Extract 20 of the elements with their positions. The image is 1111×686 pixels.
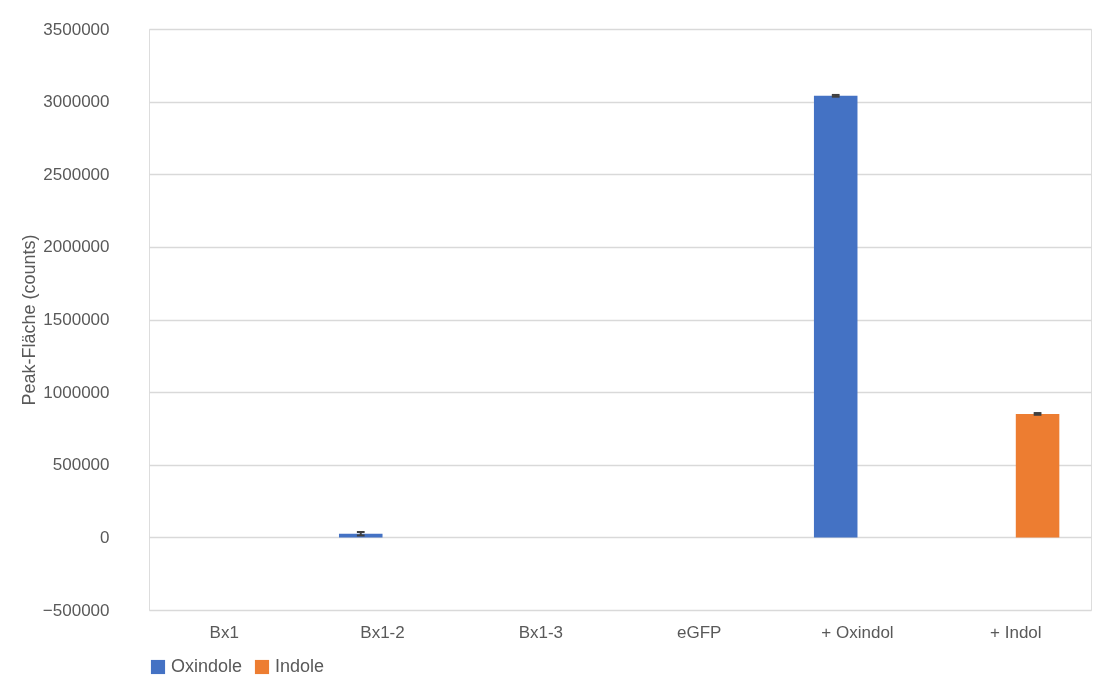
bar (813, 95, 858, 538)
y-tick-label: −500000 (42, 600, 110, 620)
x-tick-label: Bx1 (209, 622, 239, 642)
bar (1015, 413, 1060, 538)
y-axis-title: Peak-Fläche (counts) (18, 234, 39, 406)
y-tick-label: 1000000 (43, 382, 110, 402)
y-tick-label: 2000000 (43, 237, 110, 257)
y-tick-label: 2500000 (43, 164, 110, 184)
y-tick-label: 0 (100, 527, 110, 547)
x-tick-label: Bx1-3 (518, 622, 564, 642)
x-tick-label: + Indol (990, 622, 1042, 642)
y-tick-label: 3500000 (43, 19, 110, 39)
y-tick-label: 1500000 (43, 310, 110, 329)
legend-label: Indole (275, 656, 325, 676)
legend-label: Oxindole (171, 656, 243, 676)
x-tick-label: eGFP (676, 622, 722, 642)
y-tick-label: 500000 (52, 455, 110, 475)
x-tick-label: + Oxindol (821, 622, 894, 642)
x-tick-label: Bx1-2 (360, 622, 405, 642)
y-tick-label: 3000000 (43, 92, 110, 112)
